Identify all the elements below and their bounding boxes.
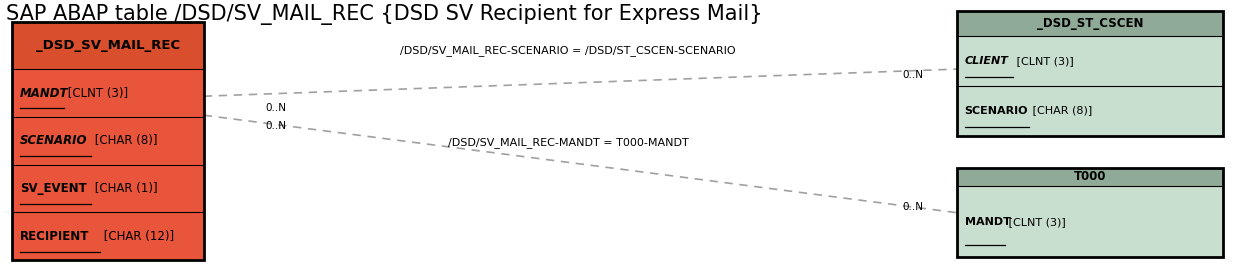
Text: 0..N: 0..N <box>903 202 924 212</box>
Text: [CLNT (3)]: [CLNT (3)] <box>1013 56 1073 66</box>
Text: [CHAR (8)]: [CHAR (8)] <box>91 134 157 147</box>
Text: [CHAR (8)]: [CHAR (8)] <box>1029 106 1092 115</box>
Text: _DSD_ST_CSCEN: _DSD_ST_CSCEN <box>1036 17 1144 30</box>
Bar <box>12 212 204 260</box>
Text: SCENARIO: SCENARIO <box>20 134 88 147</box>
Text: 0..N: 0..N <box>903 70 924 79</box>
Text: 0..N: 0..N <box>266 121 287 131</box>
Text: 0..N: 0..N <box>266 104 287 113</box>
Bar <box>12 117 204 165</box>
Text: /DSD/SV_MAIL_REC-MANDT = T000-MANDT: /DSD/SV_MAIL_REC-MANDT = T000-MANDT <box>448 137 688 148</box>
Bar <box>957 86 1223 136</box>
Bar <box>12 165 204 212</box>
Bar <box>957 168 1223 186</box>
Text: MANDT: MANDT <box>20 87 68 100</box>
Bar <box>957 168 1223 257</box>
Text: SV_EVENT: SV_EVENT <box>20 182 86 195</box>
Bar <box>12 22 204 69</box>
Text: [CHAR (12)]: [CHAR (12)] <box>100 230 174 243</box>
Text: SAP ABAP table /DSD/SV_MAIL_REC {DSD SV Recipient for Express Mail}: SAP ABAP table /DSD/SV_MAIL_REC {DSD SV … <box>6 4 763 25</box>
Bar <box>12 22 204 260</box>
Text: _DSD_SV_MAIL_REC: _DSD_SV_MAIL_REC <box>36 39 180 52</box>
Text: MANDT: MANDT <box>965 217 1010 227</box>
Bar <box>957 36 1223 86</box>
Bar <box>12 69 204 117</box>
Text: T000: T000 <box>1073 170 1107 183</box>
Text: [CLNT (3)]: [CLNT (3)] <box>64 87 128 100</box>
Bar <box>957 11 1223 36</box>
Text: [CHAR (1)]: [CHAR (1)] <box>91 182 158 195</box>
Text: SCENARIO: SCENARIO <box>965 106 1028 115</box>
Text: [CLNT (3)]: [CLNT (3)] <box>1005 217 1066 227</box>
Text: RECIPIENT: RECIPIENT <box>20 230 89 243</box>
Text: /DSD/SV_MAIL_REC-SCENARIO = /DSD/ST_CSCEN-SCENARIO: /DSD/SV_MAIL_REC-SCENARIO = /DSD/ST_CSCE… <box>400 45 736 56</box>
Text: CLIENT: CLIENT <box>965 56 1009 66</box>
Bar <box>957 11 1223 136</box>
Bar <box>957 186 1223 257</box>
